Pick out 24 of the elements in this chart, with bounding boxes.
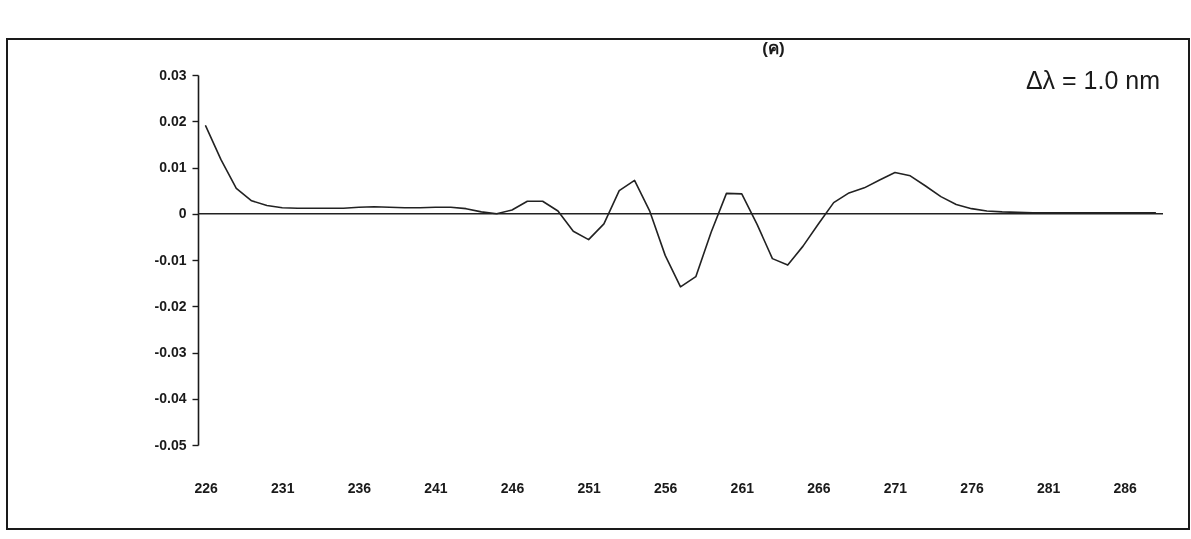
x-tick-label: 241: [424, 479, 448, 496]
y-tick-label: 0.01: [159, 159, 187, 175]
y-tick-label: -0.04: [154, 390, 187, 407]
y-tick-label: 0: [178, 205, 187, 222]
y-tick-label: 0.02: [159, 112, 187, 129]
chart-title: (ค): [762, 39, 785, 58]
y-tick-label: -0.05: [154, 436, 187, 453]
y-tick-label: -0.02: [154, 297, 187, 314]
x-tick-label: 226: [194, 479, 219, 496]
x-tick-label: 231: [271, 479, 295, 496]
x-tick-label: 276: [960, 479, 984, 496]
x-tick-label: 281: [1036, 479, 1061, 496]
x-tick-label: 266: [807, 479, 831, 496]
x-tick-label: 246: [500, 479, 525, 496]
y-tick-label: 0.03: [159, 66, 187, 83]
x-tick-label: 261: [730, 479, 755, 496]
x-tick-label: 236: [347, 479, 372, 496]
y-tick-label: -0.03: [154, 344, 187, 360]
x-tick-label: 271: [883, 479, 908, 496]
x-tick-label: 256: [654, 479, 678, 496]
x-tick-label: 251: [577, 479, 601, 496]
x-tick-label: 286: [1113, 479, 1138, 496]
y-tick-label: -0.01: [154, 251, 187, 268]
annotation: Δλ = 1.0 nm: [1025, 66, 1160, 94]
